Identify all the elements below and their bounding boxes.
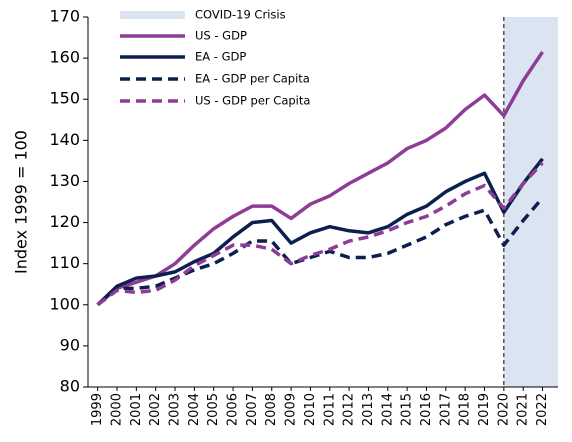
x-tick-label: 2017 [438,393,453,426]
y-tick-label: 170 [49,7,80,26]
y-tick-label: 120 [49,212,80,231]
x-tick-label: 2014 [380,393,395,426]
x-tick-label: 2013 [361,393,376,426]
series-line [96,157,544,307]
legend-label: EA - GDP per Capita [195,72,310,86]
legend-label: US - GDP per Capita [195,94,310,108]
x-tick-label: 2020 [496,393,511,426]
x-tick-label: 2008 [264,393,279,426]
series-line [96,50,544,307]
y-tick-label: 110 [49,253,80,272]
y-axis-label: Index 1999 = 100 [12,130,31,274]
legend-swatch [120,11,185,19]
x-tick-label: 2018 [458,393,473,426]
x-tick-label: 2002 [148,393,163,426]
y-tick-label: 160 [49,48,80,67]
series-line [96,161,544,307]
y-tick-label: 130 [49,171,80,190]
x-tick-label: 2004 [187,393,202,426]
x-tick-label: 2016 [419,393,434,426]
x-tick-label: 2019 [477,393,492,426]
series-line [96,196,544,307]
y-tick-label: 100 [49,294,80,313]
y-tick-label: 80 [60,377,80,396]
x-tick-label: 2011 [322,393,337,426]
x-tick-label: 2003 [168,393,183,426]
x-tick-label: 2005 [206,393,221,426]
x-tick-label: 1999 [90,393,105,426]
x-tick-label: 2022 [535,393,550,426]
legend-label: US - GDP [195,29,247,43]
y-tick-label: 90 [60,335,80,354]
legend-label: COVID-19 Crisis [195,8,286,22]
covid-shade [503,17,558,387]
y-tick-label: 140 [49,130,80,149]
x-tick-label: 2001 [129,393,144,426]
x-tick-label: 2010 [303,393,318,426]
y-tick-label: 150 [49,89,80,108]
legend-label: EA - GDP [195,50,246,64]
x-tick-label: 2021 [516,393,531,426]
x-tick-label: 2007 [245,393,260,426]
x-tick-label: 2009 [284,393,299,426]
x-tick-label: 2006 [226,393,241,426]
x-tick-label: 2015 [400,393,415,426]
x-tick-label: 2012 [342,393,357,426]
x-tick-label: 2000 [110,393,125,426]
